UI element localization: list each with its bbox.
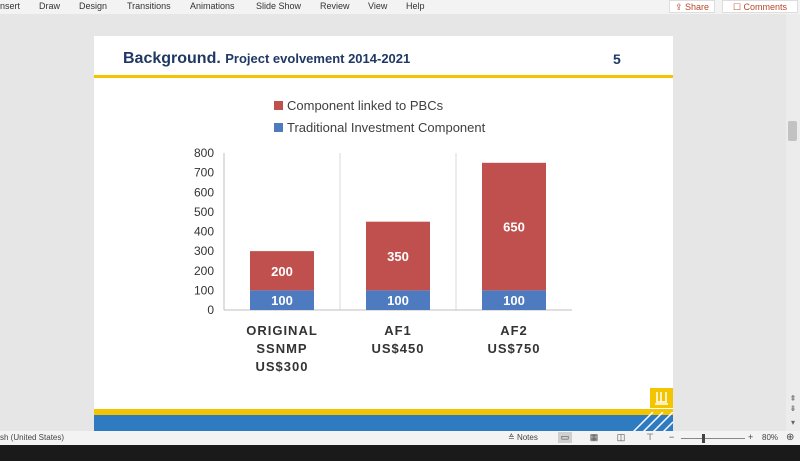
slide-title: Background. Project evolvement 2014-2021 — [123, 50, 410, 68]
status-bar: sh (United States) ≙ Notes ▭ ▦ ◫ ⊤ − + 8… — [0, 431, 800, 445]
comments-button[interactable]: ☐ Comments — [722, 0, 798, 13]
title-underline — [94, 75, 673, 78]
y-tick-label: 400 — [194, 225, 214, 239]
data-label: 100 — [387, 293, 409, 308]
tab-help[interactable]: Help — [406, 1, 425, 11]
legend-swatch — [274, 123, 283, 132]
zoom-slider[interactable] — [681, 438, 745, 439]
vertical-scrollbar[interactable] — [786, 14, 800, 431]
y-tick-label: 500 — [194, 205, 214, 219]
bar-segment — [482, 290, 546, 310]
slide-title-main: Background. — [123, 50, 221, 67]
legend-swatch — [274, 101, 283, 110]
notes-label: Notes — [516, 433, 538, 442]
footer-gold-band — [94, 409, 673, 415]
bar-segment — [250, 290, 314, 310]
normal-view-icon[interactable]: ▭ — [558, 432, 572, 443]
tab-transitions[interactable]: Transitions — [127, 1, 171, 11]
tab-view[interactable]: View — [368, 1, 388, 11]
data-label: 650 — [503, 220, 525, 235]
y-tick-label: 700 — [194, 166, 214, 180]
tab-design[interactable]: Design — [79, 1, 108, 11]
zoom-percent[interactable]: 80% — [762, 433, 779, 442]
reading-view-icon[interactable]: ◫ — [616, 432, 626, 442]
notes-icon: ≙ — [508, 433, 517, 442]
slide-title-sub: Project evolvement 2014-2021 — [225, 51, 411, 66]
tab-draw[interactable]: Draw — [39, 1, 61, 11]
bar-segment — [366, 290, 430, 310]
zoom-slider-thumb[interactable] — [702, 434, 705, 443]
x-category-label: SSNMP — [256, 341, 307, 356]
y-tick-label: 800 — [194, 146, 214, 160]
zoom-out-icon[interactable]: − — [669, 432, 675, 442]
slide-workarea: Background. Project evolvement 2014-2021… — [0, 14, 800, 439]
taskbar-edge — [0, 445, 800, 461]
comment-icon: ☐ — [732, 2, 744, 12]
bar-segment — [482, 162, 546, 291]
y-tick-label: 200 — [194, 264, 214, 278]
data-label: 100 — [503, 293, 525, 308]
legend-label: Traditional Investment Component — [287, 120, 486, 135]
y-tick-label: 300 — [194, 244, 214, 258]
bar-segment — [366, 221, 430, 291]
comments-label: Comments — [743, 2, 788, 12]
tab-review[interactable]: Review — [320, 1, 350, 11]
share-icon: ⇪ — [674, 2, 685, 12]
data-label: 200 — [271, 264, 293, 279]
x-category-label: US$300 — [256, 359, 309, 374]
x-category-label: ORIGINAL — [246, 323, 318, 338]
scrollbar-thumb[interactable] — [788, 121, 797, 141]
share-button[interactable]: ⇪ Share — [669, 0, 715, 13]
slideshow-view-icon[interactable]: ⊤ — [646, 432, 654, 442]
legend-label: Component linked to PBCs — [287, 98, 444, 113]
tab-animations[interactable]: Animations — [190, 1, 235, 11]
fit-slide-icon[interactable]: ⊕ — [786, 432, 795, 443]
bar-segment — [250, 251, 314, 291]
y-tick-label: 600 — [194, 185, 214, 199]
scroll-down-double-icon[interactable]: ⇟ — [789, 404, 797, 413]
x-category-label: AF2 — [500, 323, 528, 338]
tab-slide-show[interactable]: Slide Show — [256, 1, 302, 11]
slide-sorter-icon[interactable]: ▦ — [589, 432, 599, 442]
slide-number: 5 — [613, 51, 621, 67]
scroll-down-icon[interactable]: ▾ — [790, 418, 795, 427]
data-label: 100 — [271, 293, 293, 308]
language-status[interactable]: sh (United States) — [0, 433, 65, 442]
slide-canvas[interactable]: Background. Project evolvement 2014-2021… — [94, 36, 673, 439]
share-label: Share — [685, 2, 710, 12]
x-category-label: US$750 — [488, 341, 541, 356]
x-category-label: US$450 — [372, 341, 425, 356]
footer-stripes — [625, 412, 673, 439]
ribbon-tabs: nsert Draw Design Transitions Animations… — [0, 0, 800, 14]
scroll-up-double-icon[interactable]: ⇞ — [789, 394, 797, 403]
notes-button[interactable]: ≙ Notes — [508, 433, 538, 442]
x-category-label: AF1 — [384, 323, 412, 338]
stacked-bar-chart: 0 100 200 300 400 500 600 700 800 100 200 ORIGINAL S… — [194, 98, 572, 374]
data-label: 350 — [387, 249, 409, 264]
logo-icon — [650, 388, 673, 408]
tab-insert[interactable]: nsert — [0, 1, 21, 11]
y-tick-label: 0 — [207, 303, 214, 317]
zoom-in-icon[interactable]: + — [748, 432, 754, 442]
y-tick-label: 100 — [194, 283, 214, 297]
